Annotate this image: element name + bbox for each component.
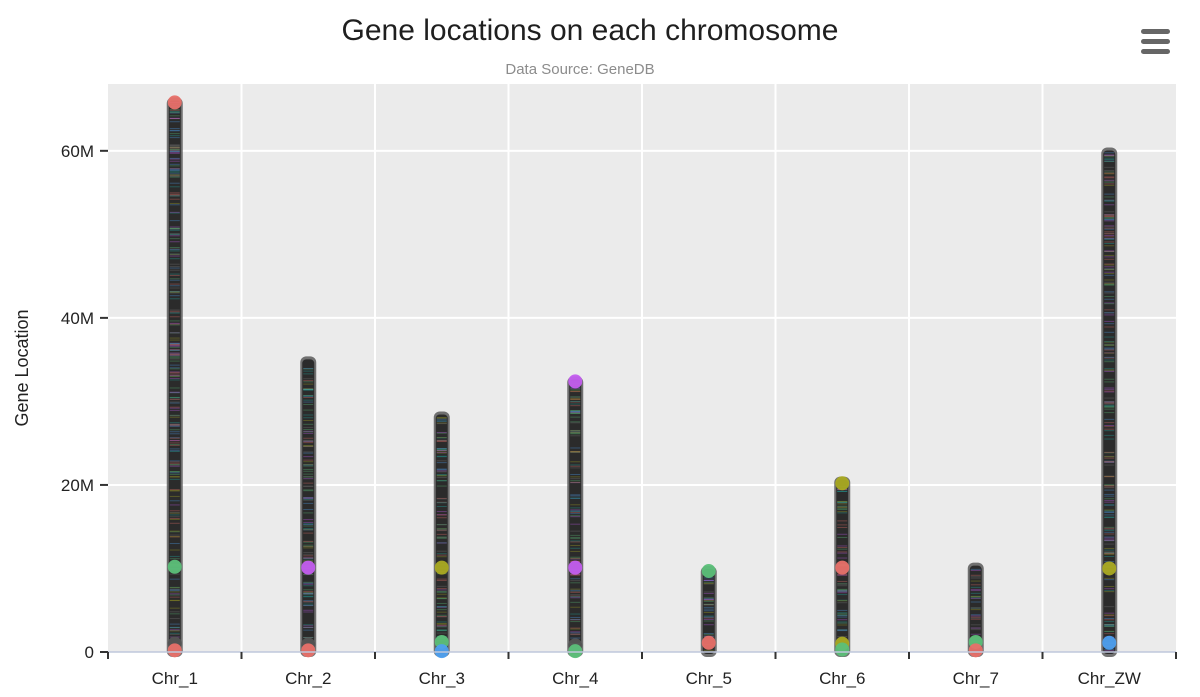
highlight-point-chr_5-1 bbox=[701, 635, 716, 650]
series-chr_2 bbox=[300, 356, 317, 658]
highlight-point-chr_4-0 bbox=[568, 374, 583, 389]
chart-menu-button[interactable] bbox=[1136, 26, 1174, 58]
highlight-point-chr_6-3 bbox=[835, 642, 850, 657]
highlight-point-chr_7-1 bbox=[968, 643, 983, 658]
series-chr_5 bbox=[700, 563, 717, 657]
x-tick-label-chr_6: Chr_6 bbox=[819, 669, 865, 688]
highlight-point-chr_6-0 bbox=[835, 476, 850, 491]
series-chr_7 bbox=[967, 562, 984, 658]
highlight-point-chr_6-1 bbox=[835, 560, 850, 575]
highlight-point-chr_2-2 bbox=[301, 643, 316, 658]
x-tick-label-chr_7: Chr_7 bbox=[953, 669, 999, 688]
series-chr_4 bbox=[567, 374, 584, 659]
x-tick-label-chr_4: Chr_4 bbox=[552, 669, 598, 688]
highlight-point-chr_1-1 bbox=[167, 559, 182, 574]
series-chr_6 bbox=[834, 476, 851, 657]
points-core-chr_4 bbox=[569, 379, 582, 654]
highlight-point-chr_4-1 bbox=[568, 560, 583, 575]
highlight-point-chr_1-0 bbox=[167, 95, 182, 110]
y-axis-title: Gene Location bbox=[12, 309, 32, 426]
series-columns bbox=[166, 95, 1118, 659]
highlight-point-chr_2-0 bbox=[301, 560, 316, 575]
highlight-point-chr_5-0 bbox=[701, 563, 716, 578]
highlight-point-chr_zw-1 bbox=[1102, 635, 1117, 650]
highlight-point-chr_4-3 bbox=[568, 644, 583, 659]
points-core-chr_zw bbox=[1103, 150, 1116, 654]
y-tick-label-2: 40M bbox=[61, 309, 94, 328]
series-chr_1 bbox=[166, 95, 183, 658]
highlight-point-chr_zw-0 bbox=[1102, 561, 1117, 576]
points-core-chr_1 bbox=[168, 100, 181, 655]
points-core-chr_2 bbox=[302, 359, 315, 654]
highlight-point-chr_3-2 bbox=[434, 644, 449, 659]
x-tick-label-chr_2: Chr_2 bbox=[285, 669, 331, 688]
y-tick-label-3: 60M bbox=[61, 142, 94, 161]
chart-title: Gene locations on each chromosome bbox=[341, 14, 839, 47]
axes: Chr_1 Chr_2 Chr_3 Chr_4 Chr_5 Chr_6 Chr_7 Chr_Z… bbox=[61, 142, 1177, 688]
highlight-point-chr_3-0 bbox=[434, 560, 449, 575]
grid-lines bbox=[108, 84, 1176, 652]
y-tick-label-0: 0 bbox=[85, 643, 94, 662]
x-tick-label-chr_zw: Chr_ZW bbox=[1078, 669, 1141, 688]
points-core-chr_5 bbox=[702, 568, 715, 654]
points-core-chr_3 bbox=[435, 414, 448, 654]
x-tick-label-chr_5: Chr_5 bbox=[686, 669, 732, 688]
y-tick-label-1: 20M bbox=[61, 476, 94, 495]
series-chr_3 bbox=[433, 411, 450, 659]
points-core-chr_7 bbox=[969, 565, 982, 654]
series-chr_zw bbox=[1101, 147, 1118, 657]
x-tick-label-chr_3: Chr_3 bbox=[419, 669, 465, 688]
highlight-point-chr_1-3 bbox=[167, 643, 182, 658]
x-tick-label-chr_1: Chr_1 bbox=[152, 669, 198, 688]
chart-subtitle: Data Source: GeneDB bbox=[505, 61, 655, 78]
